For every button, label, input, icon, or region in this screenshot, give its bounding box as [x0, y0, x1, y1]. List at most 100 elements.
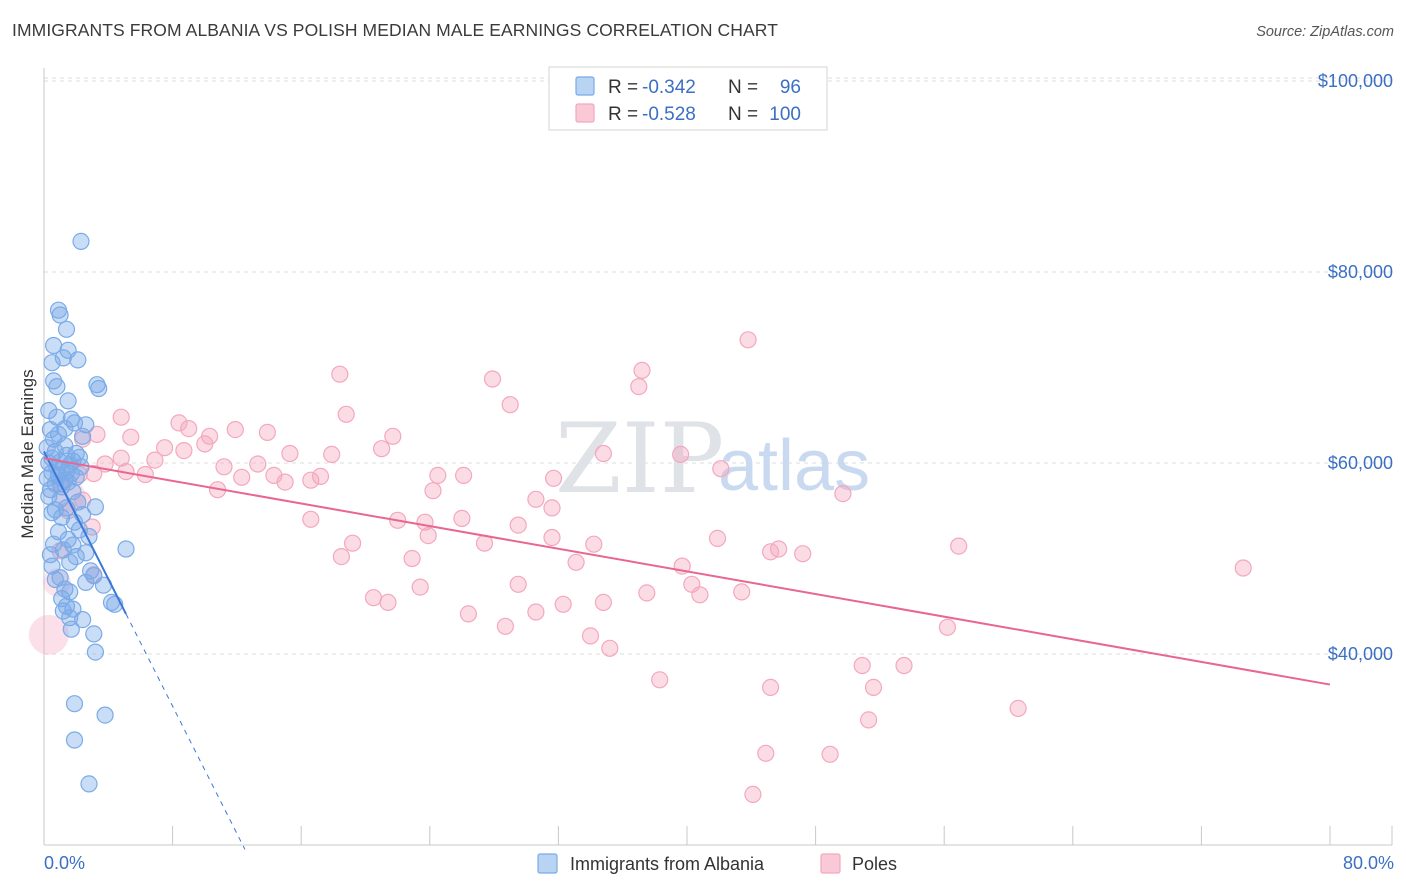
poles-point-28: [249, 455, 267, 473]
poles-point-63: [585, 535, 603, 553]
poles-point-88: [581, 627, 600, 645]
albania-point-19: [56, 420, 74, 438]
poles-point-40: [544, 469, 563, 487]
poles-point-4: [483, 370, 502, 388]
poles-point-92: [651, 671, 669, 689]
y-tick-label-80000: $80,000: [1328, 262, 1393, 282]
albania-point-64: [44, 535, 63, 553]
poles-point-26: [146, 451, 164, 469]
poles-point-97: [757, 744, 775, 762]
y-tick-label-40000: $40,000: [1328, 644, 1393, 664]
chart-title: IMMIGRANTS FROM ALBANIA VS POLISH MEDIAN…: [12, 20, 778, 40]
albania-point-87: [73, 610, 92, 629]
poles-point-90: [895, 656, 913, 675]
albania-point-53: [86, 498, 105, 516]
poles-point-98: [821, 745, 839, 763]
poles-point-6: [337, 405, 355, 423]
albania-point-68: [77, 544, 95, 562]
albania-point-42: [67, 468, 85, 486]
poles-point-91: [853, 656, 871, 675]
albania-point-8: [43, 354, 61, 372]
poles-point-59: [708, 529, 727, 548]
series-albania: [38, 232, 135, 793]
poles-point-67: [794, 545, 812, 563]
source-credit: Source: ZipAtlas.com: [1256, 24, 1394, 40]
poles-point-42: [276, 473, 294, 491]
poles-point-8: [170, 414, 188, 432]
poles-point-5: [501, 396, 519, 414]
poles-point-15: [122, 428, 140, 446]
poles-point-21: [281, 444, 299, 463]
poles-point-9: [180, 420, 198, 438]
poles-point-78: [638, 584, 656, 602]
albania-point-13: [59, 392, 77, 410]
poles-point-3: [630, 378, 648, 396]
poles-point-70: [567, 553, 585, 571]
poles-point-22: [594, 444, 613, 463]
albania-point-91: [65, 695, 84, 713]
poles-point-53: [302, 510, 320, 528]
poles-point-19: [373, 440, 391, 458]
poles-point-2: [331, 365, 349, 383]
poles-cluster-blob-2: [42, 568, 71, 597]
poles-point-82: [594, 593, 613, 612]
albania-point-11: [48, 378, 66, 396]
poles-point-7: [112, 408, 130, 426]
albania-point-70: [67, 547, 85, 566]
legend-r-label-2: R =: [608, 104, 638, 125]
poles-point-36: [429, 466, 447, 484]
poles-point-38: [311, 467, 330, 485]
poles-point-48: [527, 490, 545, 508]
legend-n-value-1: 96: [780, 77, 801, 98]
poles-point-57: [419, 526, 437, 545]
stats-legend: R = -0.342 N = 96 R = -0.528 N = 100: [548, 66, 828, 131]
poles-point-30: [712, 460, 730, 478]
poles-point-56: [83, 518, 101, 536]
x-tick-label-min: 0.0%: [44, 853, 85, 873]
albania-point-93: [65, 731, 84, 749]
poles-point-14: [384, 427, 402, 445]
poles-point-58: [543, 528, 561, 547]
bottom-legend-label-poles: Poles: [852, 854, 897, 874]
legend-r-label-1: R =: [608, 77, 638, 98]
poles-point-76: [411, 578, 429, 596]
poles-point-49: [543, 499, 561, 517]
bottom-legend: Immigrants from Albania Poles: [537, 853, 897, 874]
poles-cluster-blob-1: [28, 614, 69, 655]
poles-point-72: [1234, 559, 1252, 577]
poles-point-29: [215, 458, 233, 476]
poles-point-41: [302, 471, 320, 489]
albania-trend-extension: [125, 613, 246, 850]
poles-point-80: [364, 589, 383, 607]
poles-point-93: [761, 678, 780, 697]
poles-point-81: [379, 593, 397, 612]
bottom-legend-swatch-poles: [820, 853, 841, 874]
x-tick-label-max: 80.0%: [1343, 853, 1394, 873]
albania-point-88: [62, 620, 80, 638]
poles-point-86: [496, 617, 514, 635]
legend-r-value-1: -0.342: [642, 77, 696, 98]
poles-point-84: [527, 603, 545, 621]
poles-point-87: [938, 618, 957, 636]
poles-point-68: [332, 547, 350, 566]
albania-point-20: [41, 421, 60, 439]
poles-point-99: [744, 785, 762, 804]
poles-point-10: [226, 421, 244, 439]
albania-trend-line: [43, 451, 127, 615]
y-axis-title: Median Male Earnings: [18, 369, 37, 538]
y-tick-label-60000: $60,000: [1328, 453, 1393, 473]
trend-lines: [43, 451, 1331, 850]
x-axis-ticks: [43, 826, 1393, 845]
poles-point-89: [601, 639, 619, 657]
series-poles: [28, 331, 1252, 804]
albania-point-89: [85, 625, 103, 643]
poles-point-20: [175, 442, 193, 460]
albania-point-7: [69, 351, 87, 369]
poles-point-85: [459, 605, 477, 623]
poles-point-69: [403, 549, 421, 568]
albania-point-3: [57, 320, 76, 338]
bottom-legend-label-albania: Immigrants from Albania: [570, 854, 765, 874]
albania-point-2: [51, 306, 69, 324]
poles-point-23: [323, 445, 341, 463]
albania-point-22: [73, 427, 92, 445]
